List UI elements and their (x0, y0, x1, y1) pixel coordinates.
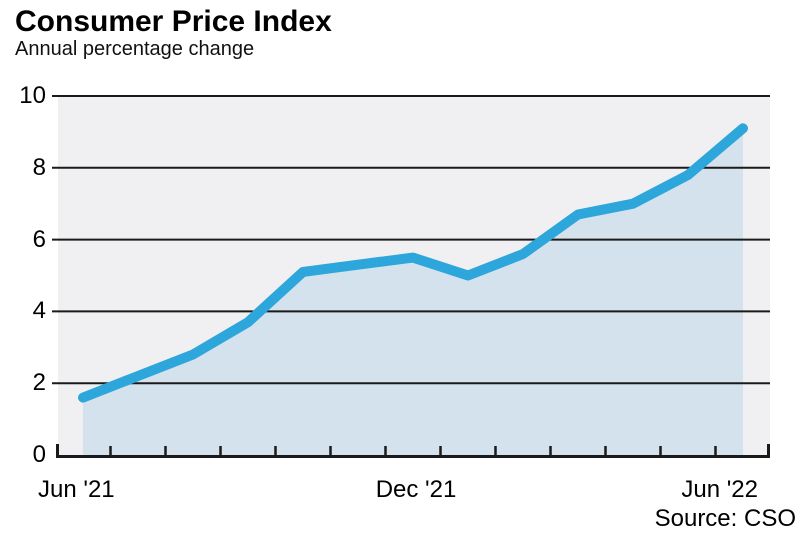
chart-subtitle: Annual percentage change (15, 38, 255, 60)
y-tick-label-2: 2 (32, 369, 46, 397)
chart-title: Consumer Price Index (15, 5, 332, 38)
y-tick-label-6: 6 (32, 225, 46, 253)
x-tick-label-3: Jun '22 (681, 476, 758, 503)
source-note: Source: CSO (654, 505, 796, 532)
x-tick-label-1: Jun '21 (38, 476, 115, 503)
cpi-data-line (78, 123, 748, 403)
y-tick-label-4: 4 (32, 297, 46, 325)
y-tick-label-10: 10 (19, 82, 46, 109)
y-tick-label-8: 8 (32, 153, 46, 181)
x-tick-label-2: Dec '21 (375, 476, 457, 503)
area-fill (83, 128, 743, 456)
y-tick-label-0: 0 (32, 441, 46, 468)
